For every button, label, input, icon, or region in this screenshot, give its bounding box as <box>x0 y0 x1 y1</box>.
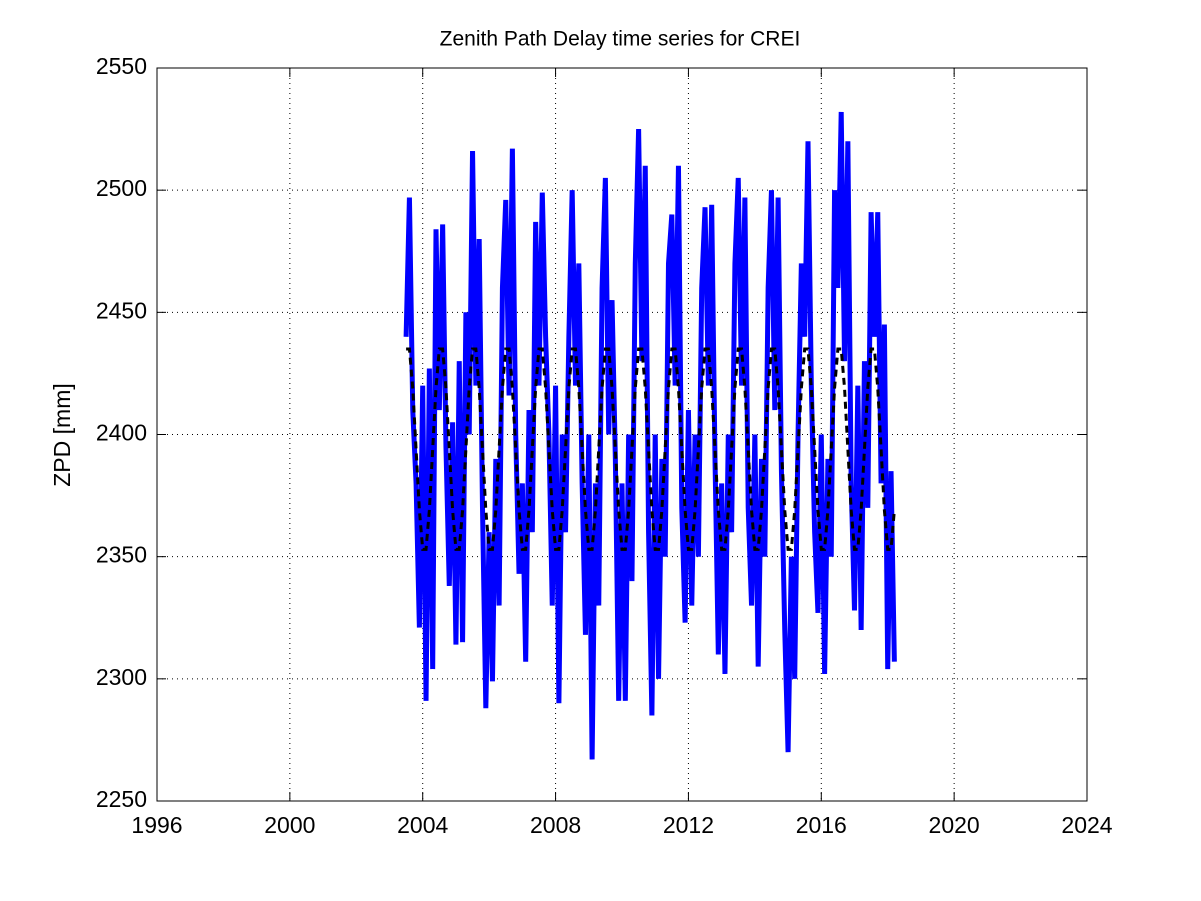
fit-line <box>406 347 896 551</box>
x-tick-label: 1996 <box>131 812 182 838</box>
plot-frame <box>156 67 1088 802</box>
x-tick-label: 2000 <box>264 812 315 838</box>
x-tick-label: 2008 <box>530 812 581 838</box>
x-tick-label: 2016 <box>796 812 847 838</box>
x-tick-label: 2024 <box>1061 812 1112 838</box>
y-tick-label: 2400 <box>96 420 147 446</box>
y-tick-label: 2250 <box>96 786 147 812</box>
x-tick-label: 2012 <box>663 812 714 838</box>
y-tick-label: 2500 <box>96 175 147 201</box>
y-axis-label: ZPD [mm] <box>49 383 75 487</box>
x-tick-label: 2004 <box>397 812 448 838</box>
y-tick-label: 2550 <box>96 53 147 79</box>
y-tick-label: 2350 <box>96 542 147 568</box>
y-tick-label: 2300 <box>96 664 147 690</box>
y-tick-label: 2450 <box>96 297 147 323</box>
x-tick-label: 2020 <box>929 812 980 838</box>
chart-title: Zenith Path Delay time series for CREI <box>440 28 801 51</box>
data-line <box>403 111 897 760</box>
